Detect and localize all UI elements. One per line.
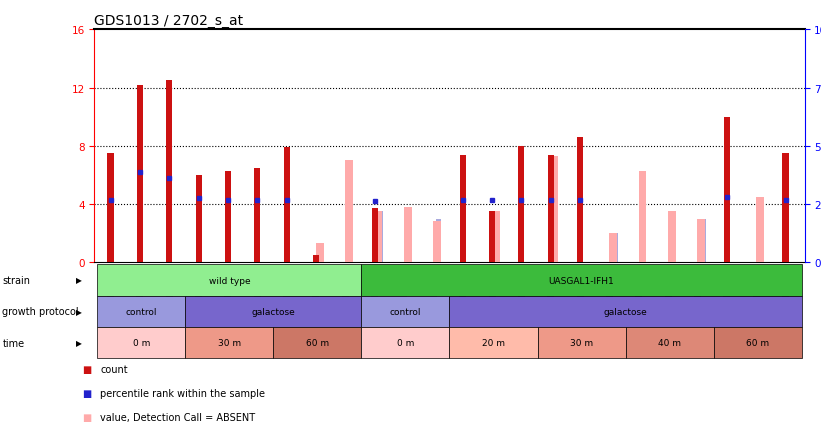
Text: GDS1013 / 2702_s_at: GDS1013 / 2702_s_at	[94, 14, 244, 28]
Text: 30 m: 30 m	[218, 339, 241, 347]
Text: count: count	[100, 365, 128, 374]
Text: 30 m: 30 m	[570, 339, 593, 347]
Bar	[283, 148, 290, 263]
Bar	[346, 161, 353, 263]
Bar	[108, 154, 113, 263]
Text: percentile rank within the sample: percentile rank within the sample	[100, 388, 265, 398]
Bar	[255, 168, 260, 263]
Bar	[609, 233, 617, 263]
Text: 0 m: 0 m	[133, 339, 150, 347]
Bar	[639, 171, 646, 263]
Bar	[551, 157, 558, 263]
Bar	[404, 207, 411, 263]
Bar	[697, 219, 705, 263]
Text: strain: strain	[2, 276, 30, 285]
Bar	[700, 219, 705, 263]
Bar	[319, 255, 324, 263]
Bar	[406, 222, 412, 263]
Bar	[195, 175, 202, 263]
Text: ▶: ▶	[76, 307, 81, 316]
Text: wild type: wild type	[209, 276, 250, 285]
Bar	[577, 138, 583, 263]
Text: ■: ■	[82, 412, 91, 422]
Text: value, Detection Call = ABSENT: value, Detection Call = ABSENT	[100, 412, 255, 422]
Bar	[756, 197, 764, 263]
Text: ▶: ▶	[76, 339, 81, 347]
Bar	[166, 81, 172, 263]
Bar	[225, 171, 231, 263]
Bar	[668, 212, 676, 263]
Text: ■: ■	[82, 365, 91, 374]
Text: galactose: galactose	[251, 307, 296, 316]
Text: control: control	[126, 307, 157, 316]
Text: 20 m: 20 m	[482, 339, 505, 347]
Text: galactose: galactose	[603, 307, 648, 316]
Bar	[518, 146, 525, 263]
Bar	[372, 209, 378, 263]
Bar	[316, 244, 323, 263]
Text: UASGAL1-IFH1: UASGAL1-IFH1	[548, 276, 614, 285]
Bar	[492, 212, 500, 263]
Bar	[313, 255, 319, 263]
Text: 0 m: 0 m	[397, 339, 414, 347]
Bar	[460, 155, 466, 263]
Text: time: time	[2, 338, 25, 348]
Bar	[374, 212, 383, 263]
Text: 60 m: 60 m	[746, 339, 769, 347]
Text: growth protocol: growth protocol	[2, 307, 79, 316]
Bar	[377, 212, 383, 263]
Bar	[433, 222, 441, 263]
Text: 60 m: 60 m	[306, 339, 329, 347]
Bar	[436, 219, 442, 263]
Bar	[548, 155, 554, 263]
Text: ▶: ▶	[76, 276, 81, 285]
Text: ■: ■	[82, 388, 91, 398]
Bar	[348, 255, 353, 263]
Bar	[724, 118, 730, 263]
Text: control: control	[390, 307, 421, 316]
Bar	[137, 85, 143, 263]
Bar	[489, 212, 495, 263]
Bar	[782, 154, 789, 263]
Bar	[612, 233, 617, 263]
Text: 40 m: 40 m	[658, 339, 681, 347]
